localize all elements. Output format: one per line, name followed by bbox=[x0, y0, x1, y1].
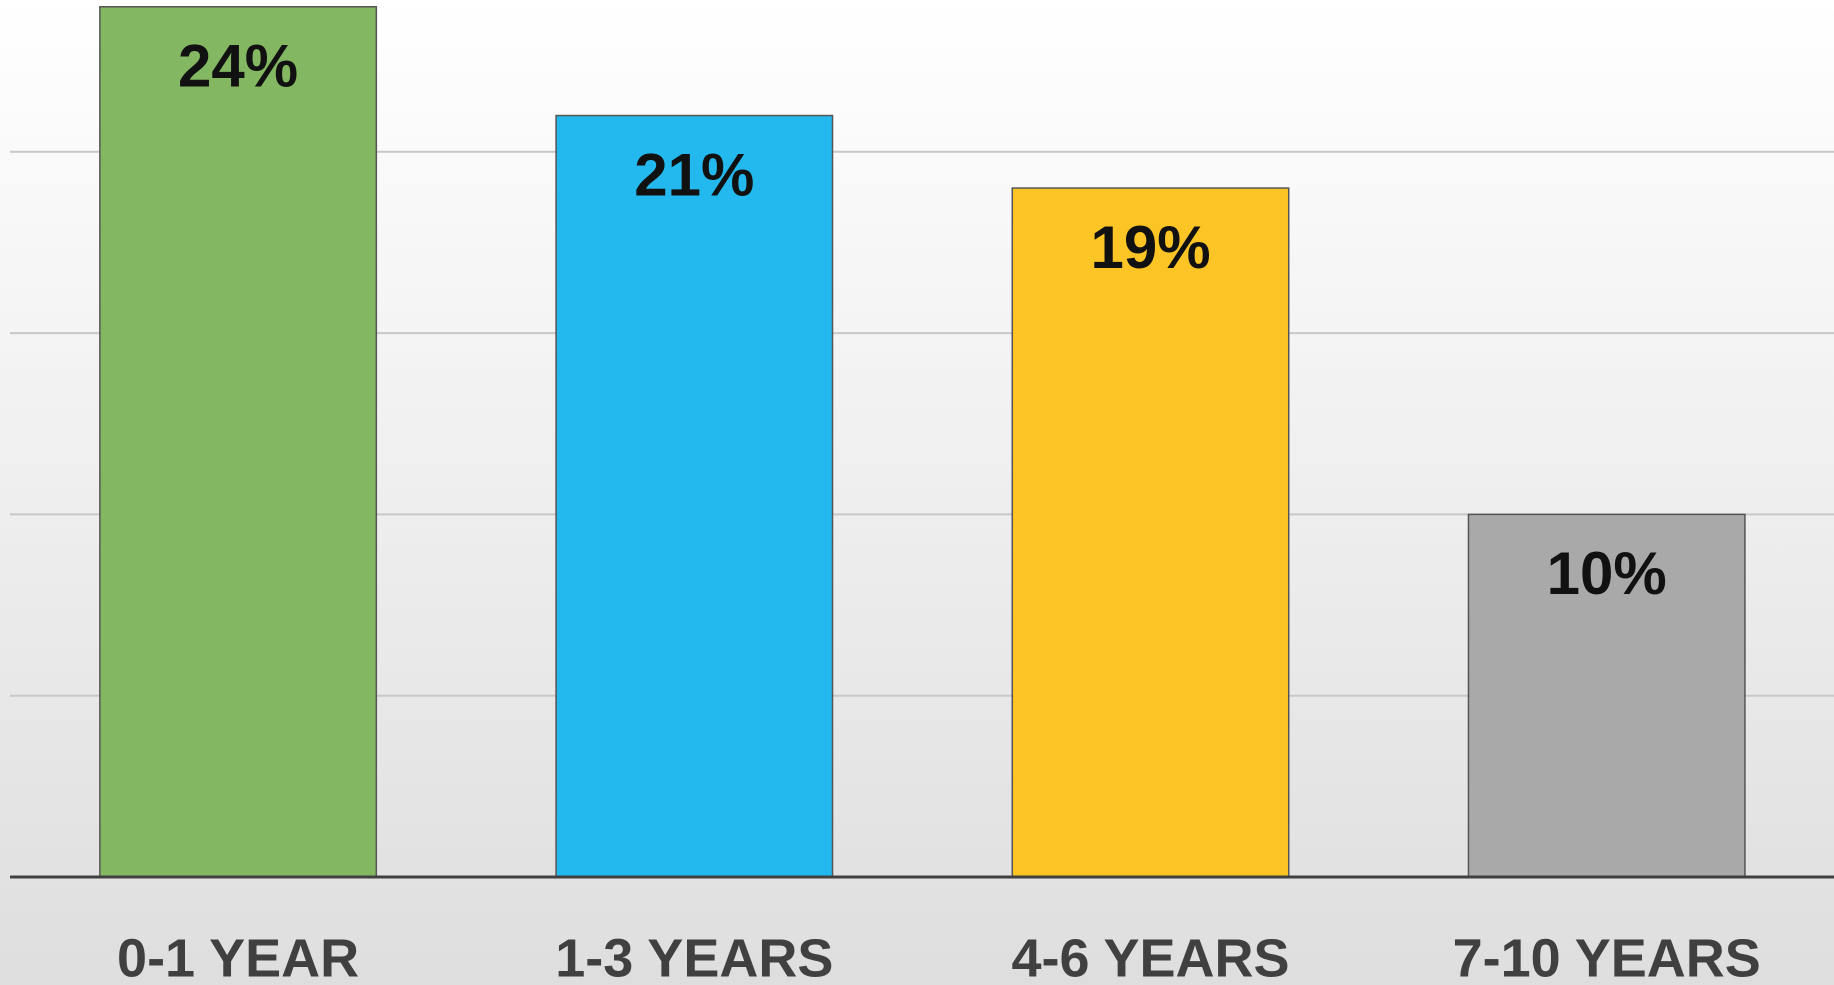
x-tick-label: 0-1 YEAR bbox=[117, 928, 359, 985]
bar bbox=[555, 114, 834, 878]
bar bbox=[99, 6, 378, 878]
data-label: 24% bbox=[178, 33, 298, 100]
x-tick-label: 4-6 YEARS bbox=[1011, 928, 1289, 985]
data-label: 19% bbox=[1090, 214, 1210, 281]
x-tick-label: 7-10 YEARS bbox=[1453, 928, 1761, 985]
data-label: 10% bbox=[1547, 540, 1667, 607]
bar bbox=[1011, 187, 1290, 878]
x-tick-label: 1-3 YEARS bbox=[555, 928, 833, 985]
data-label: 21% bbox=[634, 141, 754, 208]
